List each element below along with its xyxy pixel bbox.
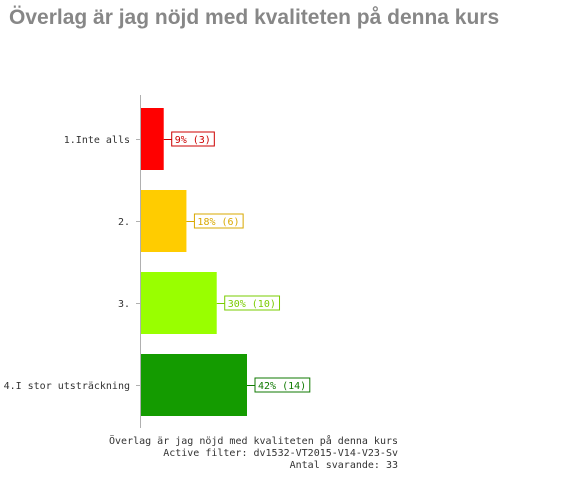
category-label: 3. <box>118 299 130 310</box>
y-axis-ticks <box>136 139 140 386</box>
category-labels: 1.Inte alls 2. 3. 4.I stor utsträckning <box>4 135 130 392</box>
bar <box>141 190 187 252</box>
data-label-box <box>171 131 215 147</box>
footer-respondents: Antal svarande: 33 <box>290 460 398 471</box>
data-label: 42% (14) <box>258 381 306 392</box>
page-title: Överlag är jag nöjd med kvaliteten på de… <box>9 6 500 29</box>
category-label: 1.Inte alls <box>64 135 130 146</box>
category-label: 4.I stor utsträckning <box>4 381 130 392</box>
footer-question: Överlag är jag nöjd med kvaliteten på de… <box>109 434 398 447</box>
bar <box>141 354 247 416</box>
data-labels: 9% (3) 18% (6) 30% (10) 42% (14) <box>163 131 311 393</box>
bars <box>141 108 247 416</box>
footer-active-filter: Active filter: dv1532-VT2015-V14-V23-Sv <box>163 448 398 459</box>
data-label-box <box>254 377 311 393</box>
chart-footer: Överlag är jag nöjd med kvaliteten på de… <box>109 434 398 471</box>
bar <box>141 108 164 170</box>
data-label-box <box>224 295 281 311</box>
bar <box>141 272 217 334</box>
data-label: 18% (6) <box>197 217 239 228</box>
data-label-box <box>193 213 244 229</box>
category-label: 2. <box>118 217 130 228</box>
data-label: 9% (3) <box>175 135 211 146</box>
data-label: 30% (10) <box>228 299 276 310</box>
